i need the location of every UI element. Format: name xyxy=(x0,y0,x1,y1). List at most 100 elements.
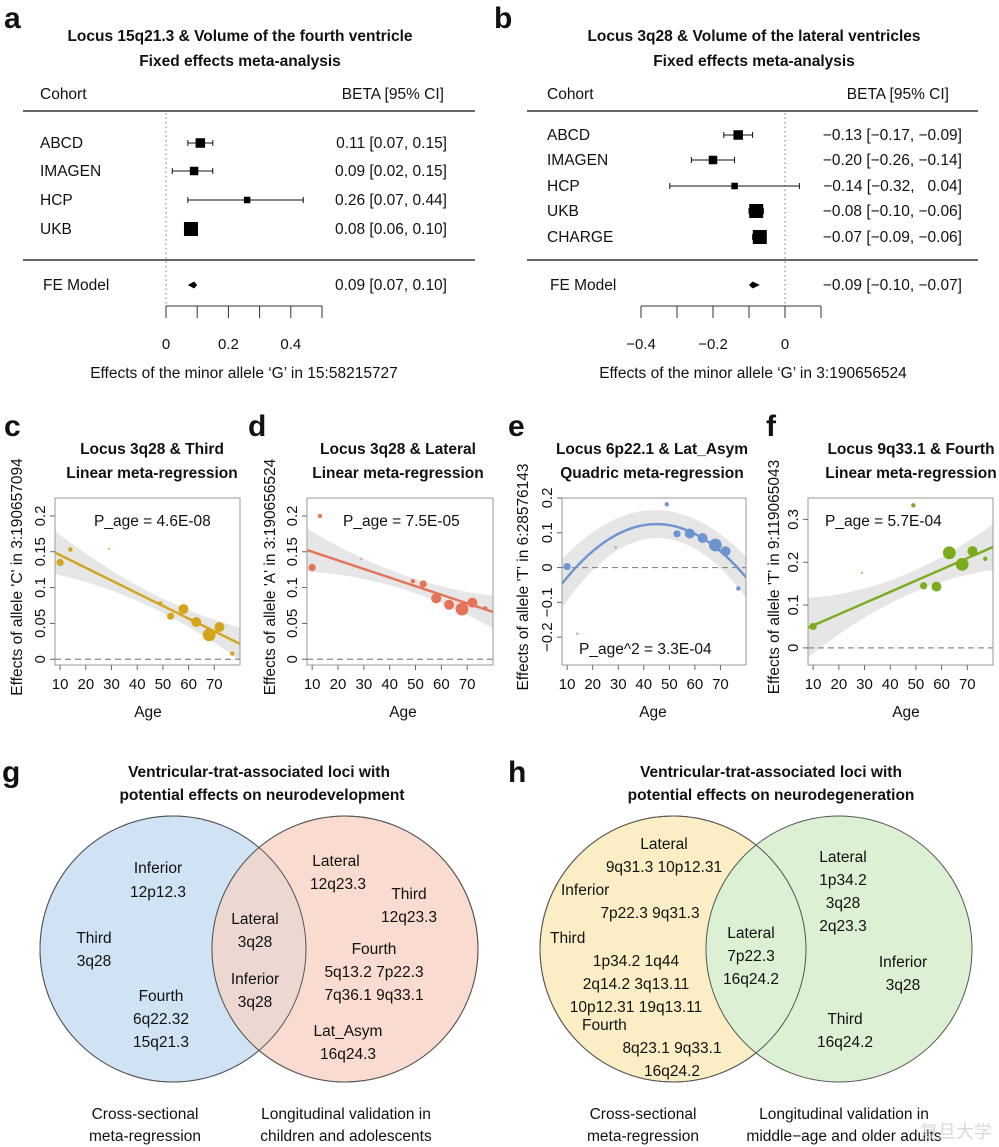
summary-label: FE Model xyxy=(43,277,109,294)
y-tick-label: −0.2 xyxy=(539,622,556,652)
panel-b-xlabel: Effects of the minor allele ‘G’ in 3:190… xyxy=(599,365,907,382)
panel-a-xlabel: Effects of the minor allele ‘G’ in 15:58… xyxy=(90,365,398,382)
venn-h-left-set-0-name: Lateral xyxy=(640,836,687,853)
panel-h-title-line1: Ventricular-trat-associated loci with xyxy=(640,764,902,781)
summary-label: FE Model xyxy=(550,277,616,294)
data-point xyxy=(708,538,722,552)
panel-g-venn: g Ventricular-trat-associated loci with … xyxy=(2,756,479,1145)
x-tick-label: 60 xyxy=(433,676,450,693)
y-tick-label: 0.15 xyxy=(284,537,301,566)
panel-a-cohort-header: Cohort xyxy=(40,86,87,103)
cohort-label: HCP xyxy=(547,178,580,195)
watermark-logo: 复旦大学 xyxy=(920,1122,992,1143)
x-tick-label: 10 xyxy=(559,676,576,693)
beta-ci-label: 0.26 [0.07, 0.44] xyxy=(335,192,447,209)
cohort-label: UKB xyxy=(40,221,72,238)
venn-g-right-set-2-locus-1: 7q36.1 9q33.1 xyxy=(324,987,423,1004)
plot-frame xyxy=(807,497,994,666)
summary-beta-ci-label: −0.09 [−0.10, −0.07] xyxy=(823,277,962,294)
venn-h-right-set-2-locus: 16q24.2 xyxy=(817,1034,873,1051)
y-tick-label: 0.1 xyxy=(32,577,49,598)
data-point xyxy=(720,546,731,557)
study-row-hcp: HCP 0.26 [0.07, 0.44] xyxy=(40,192,447,209)
panel-b-beta-header: BETA [95% CI] xyxy=(847,86,949,103)
panel-f-title-line2: Linear meta-regression xyxy=(825,465,996,482)
data-point xyxy=(107,547,111,551)
x-tick-label: 70 xyxy=(206,676,223,693)
venn-g-right-set-2-name: Fourth xyxy=(352,941,397,958)
y-tick-label: 0.3 xyxy=(785,509,802,530)
venn-h-right-set-0-locus-2: 2q23.3 xyxy=(819,918,866,935)
x-tick-label: 50 xyxy=(155,676,172,693)
venn-g-overlap-set-0-name: Lateral xyxy=(231,911,278,928)
effect-square xyxy=(708,155,718,165)
panel-label-f: f xyxy=(766,410,777,443)
cohort-label: ABCD xyxy=(547,127,590,144)
x-tick-label: 30 xyxy=(610,676,627,693)
panel-b-cohort-header: Cohort xyxy=(547,86,594,103)
data-point xyxy=(178,604,189,615)
p-value-annotation: P_age = 7.5E-05 xyxy=(343,513,460,530)
beta-ci-label: 0.11 [0.07, 0.15] xyxy=(336,135,447,152)
data-point xyxy=(931,581,942,592)
y-tick-label: 0.1 xyxy=(785,595,802,616)
effect-square xyxy=(731,182,738,190)
venn-g-left-set-1-locus: 3q28 xyxy=(77,953,111,970)
x-tick-label: 60 xyxy=(687,676,704,693)
panel-c-title-line1: Locus 3q28 & Third xyxy=(80,441,224,458)
data-point xyxy=(664,502,669,507)
venn-g-overlap-set-0-locus: 3q28 xyxy=(238,934,272,951)
venn-g-overlap xyxy=(212,816,306,1082)
y-tick-label: 0.15 xyxy=(32,537,49,566)
x-tick-label: 10 xyxy=(52,676,69,693)
panel-h-title-line2: potential effects on neurodegeneration xyxy=(628,787,915,804)
x-tick-label: 40 xyxy=(381,676,398,693)
venn-h-right-set-0-name: Lateral xyxy=(819,849,866,866)
plot-frame xyxy=(54,497,241,666)
confidence-band xyxy=(55,531,240,661)
data-point xyxy=(911,503,916,508)
y-tick-label: 0.2 xyxy=(284,505,301,526)
data-point xyxy=(360,557,363,561)
plot-area xyxy=(562,502,746,636)
summary-row: FE Model −0.09 [−0.10, −0.07] xyxy=(550,277,962,294)
plot-area xyxy=(55,531,240,661)
cohort-label: CHARGE xyxy=(547,229,613,246)
effect-square xyxy=(752,230,767,244)
effect-square xyxy=(243,196,251,204)
effect-square xyxy=(733,130,743,140)
venn-g-left-set-2-name: Fourth xyxy=(139,988,184,1005)
data-point xyxy=(202,628,216,642)
data-point xyxy=(455,602,469,616)
beta-ci-label: −0.07 [−0.09, −0.06] xyxy=(823,229,962,246)
x-tick-label: 40 xyxy=(882,676,899,693)
venn-h-right-set-2-name: Third xyxy=(827,1011,862,1028)
cohort-label: ABCD xyxy=(40,135,83,152)
venn-h-right-caption-line1: Longitudinal validation in xyxy=(759,1106,929,1123)
data-point xyxy=(158,601,163,606)
panel-a-forest-plot: a Locus 15q21.3 & Volume of the fourth v… xyxy=(4,2,475,382)
data-point xyxy=(308,563,316,572)
venn-g-right-set-3-name: Lat_Asym xyxy=(314,1023,383,1040)
venn-h-right-set-1-locus: 3q28 xyxy=(886,977,920,994)
study-row-imagen: IMAGEN 0.09 [0.02, 0.15] xyxy=(40,163,447,180)
venn-g-right-set-1-name: Third xyxy=(391,886,426,903)
panel-f-title-line1: Locus 9q33.1 & Fourth xyxy=(827,441,994,458)
x-tick-label: 0.2 xyxy=(218,336,239,353)
y-tick-label: 0.1 xyxy=(284,577,301,598)
venn-g-right-set-0-name: Lateral xyxy=(312,853,359,870)
venn-g-right-set-3-locus: 16q24.3 xyxy=(320,1046,376,1063)
venn-h-left-set-2-locus-1: 2q14.2 3q13.11 xyxy=(583,976,690,993)
summary-row: FE Model 0.09 [0.07, 0.10] xyxy=(43,277,447,294)
y-tick-label: 0.2 xyxy=(539,488,556,509)
data-point xyxy=(214,622,225,633)
venn-h-left-set-2-name: Third xyxy=(550,930,585,947)
beta-ci-label: −0.08 [−0.10, −0.06] xyxy=(823,203,962,220)
panel-c-ylabel: Effects of allele 'C' in 3:190657094 xyxy=(9,458,26,696)
panel-label-a: a xyxy=(4,2,21,35)
venn-h-left-set-3-name: Fourth xyxy=(582,1017,627,1034)
data-point xyxy=(444,599,455,610)
panel-b-title-line1: Locus 3q28 & Volume of the lateral ventr… xyxy=(587,28,920,45)
panel-f-scatter: f Locus 9q33.1 & Fourth Linear meta-regr… xyxy=(766,410,997,721)
panel-label-b: b xyxy=(494,2,512,35)
